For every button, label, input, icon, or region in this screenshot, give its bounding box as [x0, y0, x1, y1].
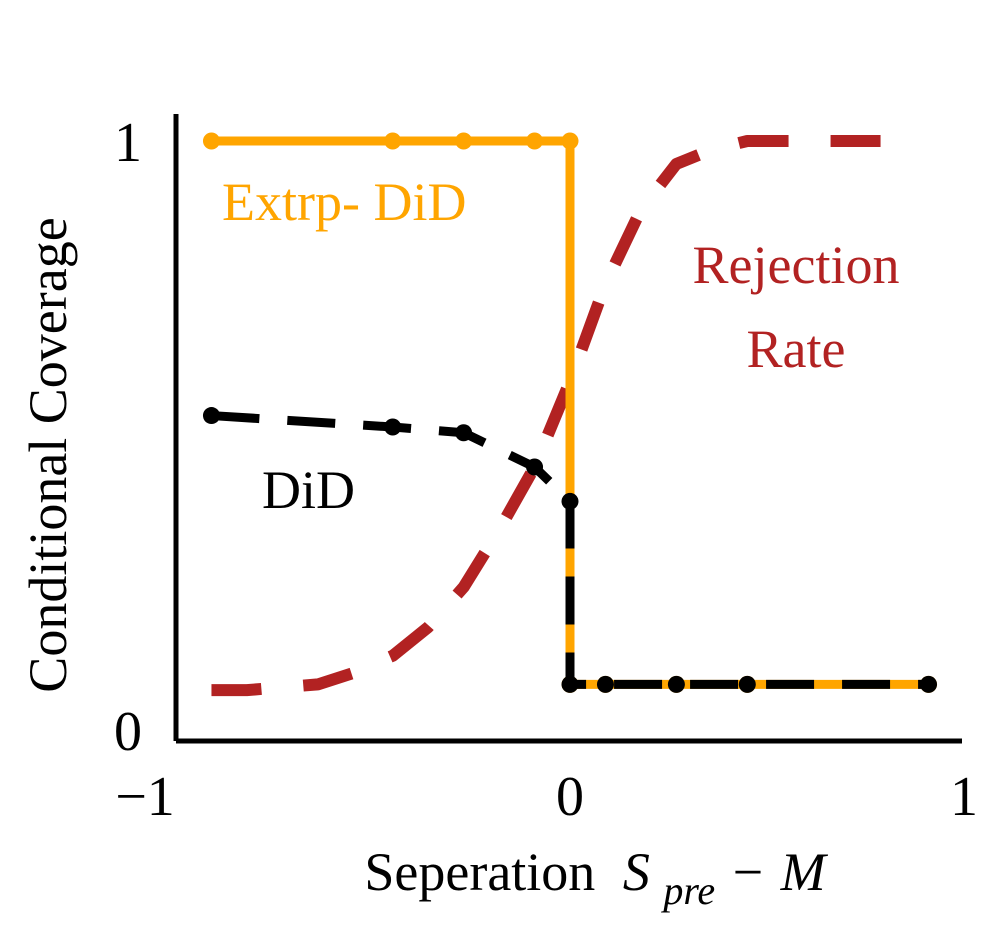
x-axis-label-term: M	[780, 842, 829, 902]
series-label-rejection-line2: Rate	[747, 319, 846, 379]
series-line-2	[211, 135, 894, 697]
series-1-point	[526, 458, 544, 476]
series-0-point	[384, 132, 402, 150]
y-axis-label: Conditional Coverage	[18, 217, 78, 692]
series-1-point	[738, 675, 756, 693]
y-tick-label: 0	[114, 701, 142, 763]
x-tick-label: 1	[950, 766, 978, 828]
x-axis-label-subscript: pre	[660, 868, 715, 913]
y-tick-label: 1	[114, 112, 142, 174]
series-1-point	[920, 675, 938, 693]
x-axis-label: Seperation S pre − M	[364, 842, 828, 916]
series-0-point	[455, 132, 473, 150]
series-0-point	[202, 132, 220, 150]
series-label-rejection-line1: Rejection	[693, 235, 900, 295]
series-1-point	[202, 407, 220, 425]
series-line-1	[211, 411, 929, 689]
x-tick-label: 0	[556, 766, 584, 828]
series-1-point	[384, 418, 402, 436]
x-axis-label-operator: −	[733, 842, 763, 902]
series-1-point	[561, 492, 579, 510]
series-1-point	[596, 675, 614, 693]
series-0-point	[526, 132, 544, 150]
series-1-point	[667, 675, 685, 693]
series-label-extrp-did: Extrp- DiD	[222, 172, 466, 232]
x-axis-label-symbol: S	[623, 842, 650, 902]
series-1-point	[561, 675, 579, 693]
x-tick-label: −1	[115, 766, 175, 828]
series-layer	[202, 132, 938, 697]
series-1-point	[455, 424, 473, 442]
series-0-point	[561, 132, 579, 150]
series-label-did: DiD	[262, 460, 355, 520]
x-axis-label-text: Seperation	[364, 842, 595, 902]
tick-labels: −1 0 101	[114, 112, 978, 828]
